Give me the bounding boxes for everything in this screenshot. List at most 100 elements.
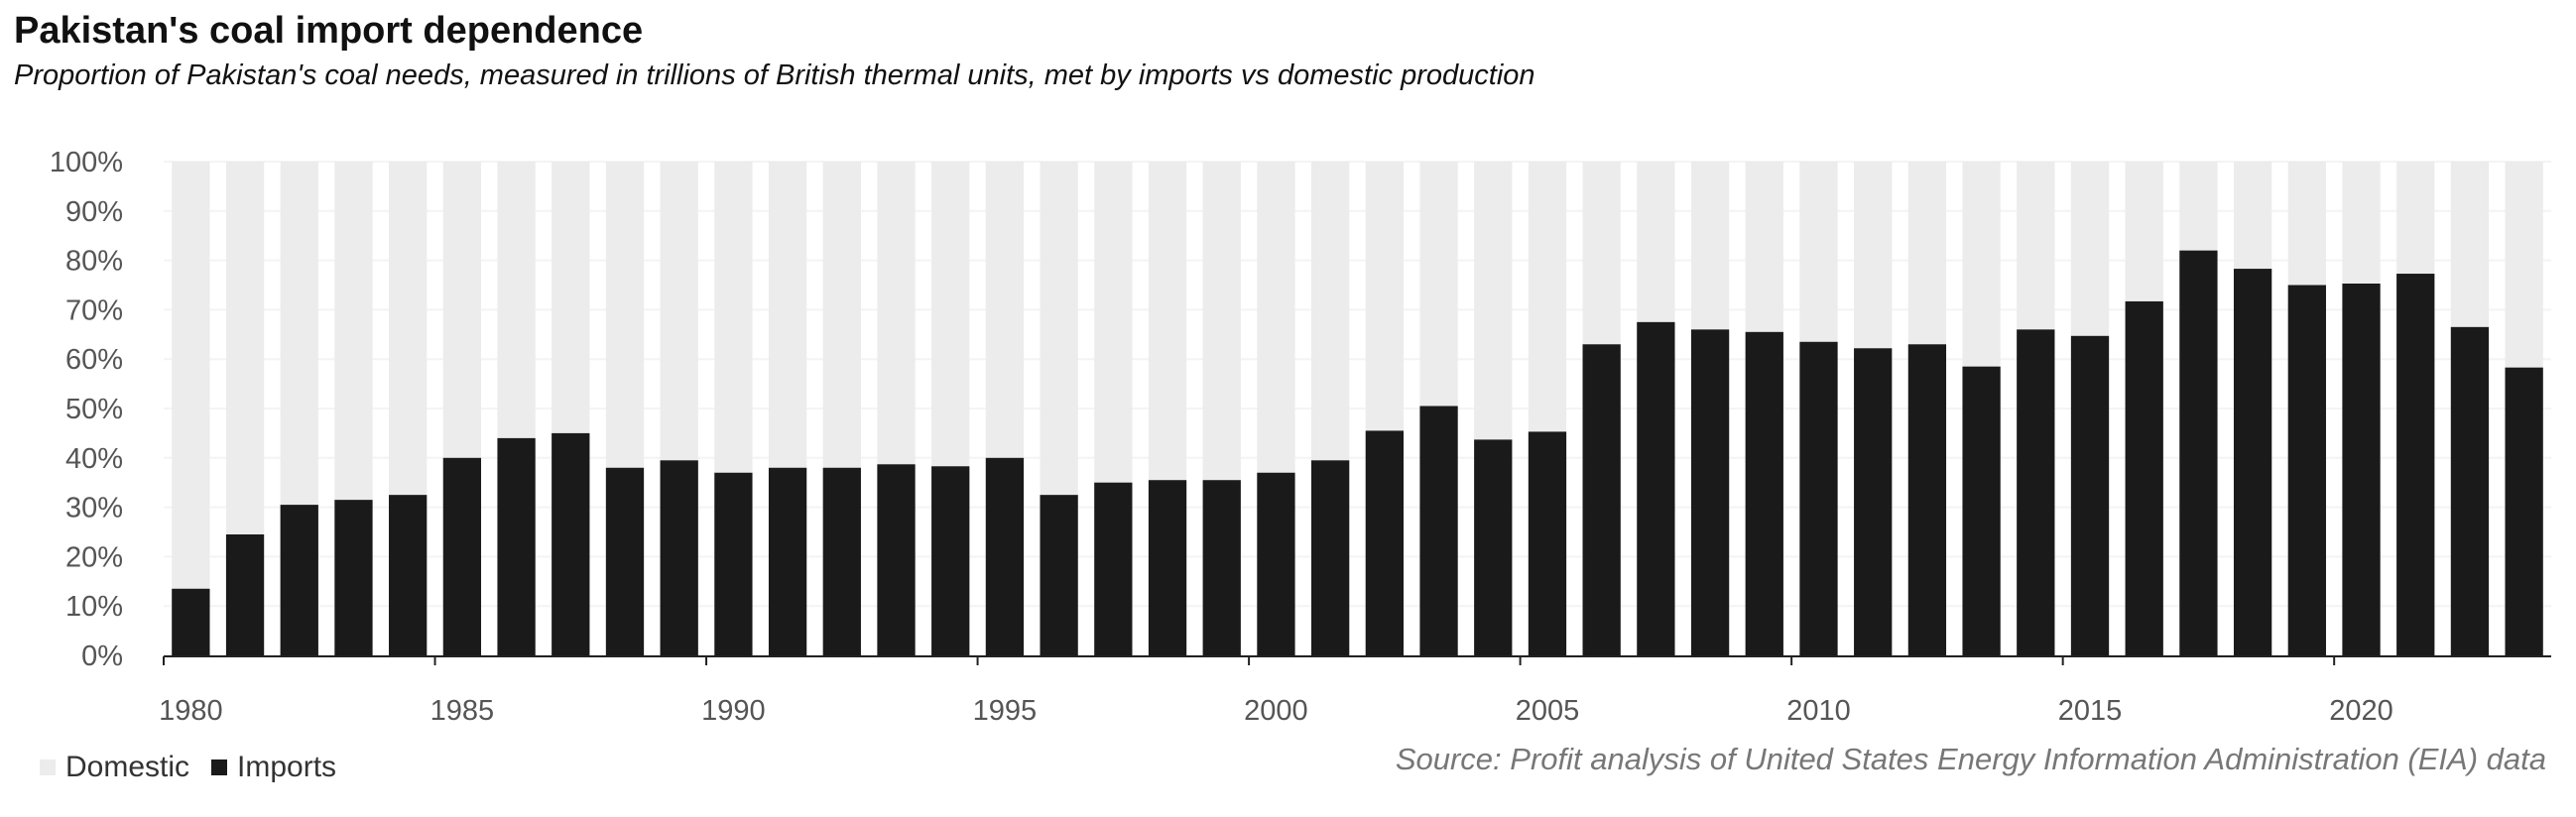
- bar-domestic-1990: [714, 162, 753, 473]
- chart-subtitle: Proportion of Pakistan's coal needs, mea…: [14, 59, 1535, 91]
- bar-domestic-1992: [822, 162, 861, 468]
- x-tick-label: 1990: [701, 695, 766, 727]
- bar-imports-2015: [2070, 335, 2110, 655]
- x-tick-label: 2005: [1516, 695, 1580, 727]
- bar-domestic-2014: [2017, 162, 2055, 330]
- bar-domestic-2021: [2396, 162, 2435, 275]
- bar-imports-1980: [172, 588, 210, 655]
- bar-domestic-1987: [552, 162, 590, 433]
- bar-domestic-1984: [389, 162, 428, 496]
- bar-domestic-2005: [1528, 162, 1567, 432]
- bar-imports-2023: [2505, 367, 2543, 655]
- bar-imports-2007: [1637, 321, 1675, 655]
- bar-imports-2011: [1854, 348, 1893, 655]
- bar-imports-2016: [2125, 300, 2163, 655]
- bar-imports-2012: [1907, 344, 1947, 655]
- bar-domestic-1999: [1202, 162, 1241, 481]
- y-tick-label: 30%: [65, 493, 123, 525]
- x-tick-label: 1980: [159, 695, 223, 727]
- y-tick-label: 0%: [81, 641, 123, 672]
- bar-domestic-1993: [877, 162, 916, 465]
- bar-domestic-1980: [172, 162, 210, 589]
- y-tick-label: 40%: [65, 443, 123, 475]
- bar-imports-1997: [1094, 482, 1133, 655]
- bar-imports-1998: [1148, 480, 1187, 655]
- bar-domestic-1988: [605, 162, 645, 468]
- y-tick-label: 80%: [65, 246, 123, 278]
- x-tick-label: 2010: [1786, 695, 1851, 727]
- bar-imports-1993: [877, 464, 916, 655]
- y-tick-label: 70%: [65, 294, 123, 326]
- x-tick-label: 2015: [2058, 695, 2123, 727]
- bar-imports-2001: [1311, 460, 1350, 655]
- bar-imports-1995: [985, 457, 1025, 655]
- bar-imports-1989: [660, 460, 698, 655]
- bar-domestic-2001: [1311, 162, 1350, 461]
- bar-imports-2020: [2342, 284, 2381, 655]
- bar-domestic-2020: [2342, 162, 2381, 285]
- bar-domestic-1989: [660, 162, 698, 461]
- imports-swatch-icon: [211, 759, 228, 775]
- bar-imports-2008: [1690, 329, 1730, 655]
- bar-domestic-1986: [497, 162, 536, 438]
- bar-imports-2004: [1474, 439, 1513, 655]
- bar-domestic-2000: [1257, 162, 1295, 473]
- bar-domestic-2017: [2179, 162, 2218, 251]
- y-tick-label: 60%: [65, 344, 123, 376]
- legend-label-imports: Imports: [237, 751, 337, 783]
- bar-domestic-2022: [2450, 162, 2490, 327]
- bar-imports-2022: [2450, 326, 2490, 655]
- bar-imports-1999: [1202, 480, 1241, 655]
- bar-domestic-1996: [1040, 162, 1078, 496]
- bar-domestic-2008: [1690, 162, 1730, 330]
- bar-imports-2002: [1365, 430, 1404, 655]
- bar-imports-1994: [931, 466, 970, 655]
- bar-domestic-1983: [334, 162, 373, 501]
- x-tick-label: 1995: [973, 695, 1038, 727]
- y-tick-label: 50%: [65, 394, 123, 425]
- bar-domestic-1997: [1094, 162, 1133, 483]
- bar-imports-1996: [1040, 495, 1078, 655]
- bar-imports-2003: [1419, 406, 1458, 655]
- bar-domestic-2019: [2287, 162, 2326, 286]
- bar-domestic-2009: [1745, 162, 1783, 332]
- legend: Domestic Imports: [40, 751, 358, 784]
- bar-imports-1992: [822, 467, 861, 655]
- x-tick-label: 2020: [2329, 695, 2393, 727]
- bar-imports-1983: [334, 500, 373, 655]
- bar-imports-1985: [442, 457, 482, 655]
- bar-imports-1987: [552, 432, 590, 655]
- bar-domestic-1994: [931, 162, 970, 467]
- legend-label-domestic: Domestic: [65, 751, 190, 783]
- bar-imports-2013: [1962, 366, 2001, 655]
- bar-imports-2009: [1745, 331, 1783, 655]
- x-tick-label: 1985: [430, 695, 495, 727]
- bar-imports-2017: [2179, 250, 2218, 655]
- y-tick-label: 90%: [65, 196, 123, 228]
- bar-domestic-2013: [1962, 162, 2001, 367]
- y-tick-label: 10%: [65, 591, 123, 623]
- bar-domestic-1991: [768, 162, 807, 468]
- bar-imports-2005: [1528, 431, 1567, 655]
- bar-imports-2019: [2287, 285, 2326, 655]
- bar-imports-1991: [768, 467, 807, 655]
- bar-domestic-2003: [1419, 162, 1458, 407]
- bar-domestic-2012: [1907, 162, 1947, 345]
- bar-imports-1990: [714, 472, 753, 655]
- bar-domestic-1982: [280, 162, 318, 506]
- bar-domestic-2004: [1474, 162, 1513, 440]
- bar-domestic-2006: [1582, 162, 1621, 345]
- bar-imports-2021: [2396, 274, 2435, 655]
- bar-imports-2014: [2017, 329, 2055, 655]
- x-tick-label: 2000: [1244, 695, 1308, 727]
- bar-domestic-2010: [1799, 162, 1838, 342]
- y-tick-label: 100%: [50, 147, 123, 178]
- bar-domestic-2018: [2233, 162, 2272, 270]
- y-tick-label: 20%: [65, 541, 123, 573]
- bar-imports-1988: [605, 467, 645, 655]
- bar-domestic-2007: [1637, 162, 1675, 322]
- bar-imports-2000: [1257, 472, 1295, 655]
- legend-item-imports: Imports: [211, 751, 336, 784]
- source-note: Source: Profit analysis of United States…: [1395, 742, 2546, 776]
